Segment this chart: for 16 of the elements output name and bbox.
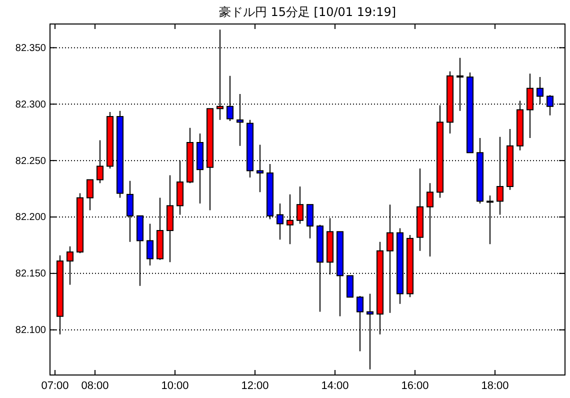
candlestick	[86, 179, 94, 211]
y-tick-label: 82.350	[15, 42, 46, 54]
y-tick-label: 82.150	[15, 268, 46, 280]
x-tick-label: 18:00	[481, 380, 509, 392]
chart-title: 豪ドル円 15分足 [10/01 19:19]	[218, 5, 396, 19]
y-tick-label: 82.100	[15, 325, 46, 336]
x-tick-label: 12:00	[241, 380, 269, 392]
x-tick-label: 16:00	[401, 380, 429, 392]
y-tick-label: 82.300	[15, 99, 46, 110]
candlestick	[146, 223, 154, 266]
x-tick-label: 07:00	[41, 380, 69, 392]
x-tick-label: 10:00	[161, 380, 189, 392]
x-tick-label: 08:00	[81, 380, 109, 392]
y-tick-label: 82.200	[15, 212, 46, 224]
x-tick-label: 14:00	[321, 380, 349, 392]
y-tick-label: 82.250	[15, 156, 46, 167]
